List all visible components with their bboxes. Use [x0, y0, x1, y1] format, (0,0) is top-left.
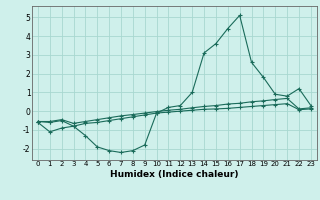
- X-axis label: Humidex (Indice chaleur): Humidex (Indice chaleur): [110, 170, 239, 179]
